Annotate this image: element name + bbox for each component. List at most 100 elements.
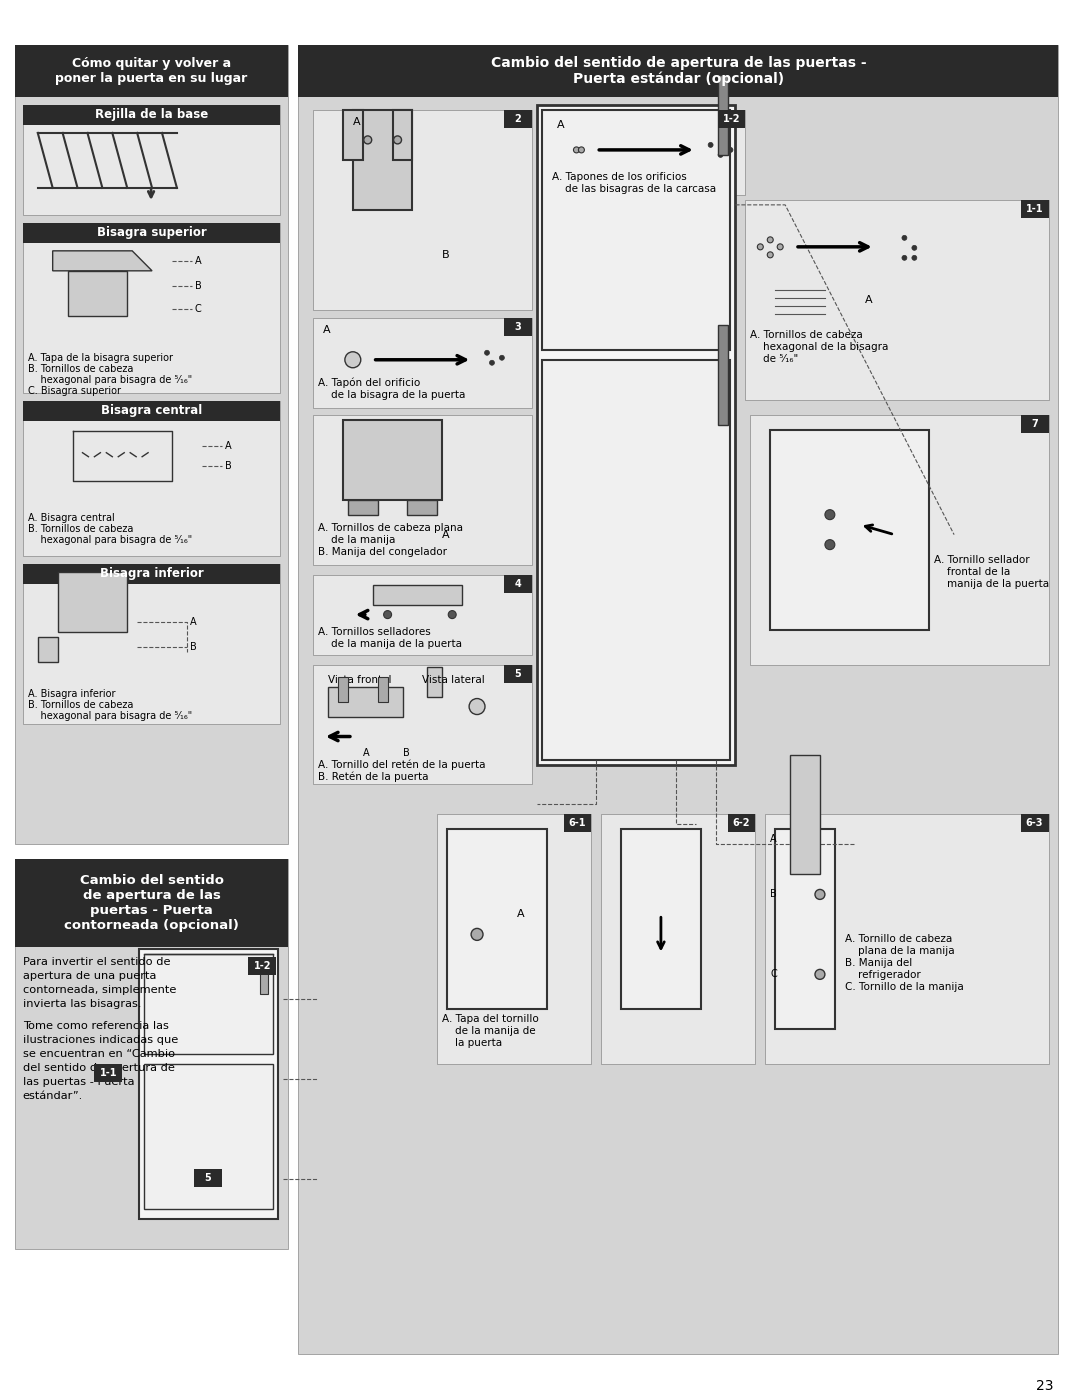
Bar — [770, 430, 929, 630]
Text: las puertas - Puerta: las puertas - Puerta — [23, 1077, 134, 1087]
Bar — [313, 574, 531, 655]
Text: C: C — [194, 303, 202, 314]
Bar — [791, 754, 820, 875]
Circle shape — [393, 136, 402, 144]
Bar — [298, 45, 1058, 96]
Text: hexagonal para bisagra de ⁵⁄₁₆": hexagonal para bisagra de ⁵⁄₁₆" — [28, 535, 192, 545]
Bar — [728, 814, 755, 833]
Text: Rejilla de la base: Rejilla de la base — [95, 109, 208, 122]
Text: 1-2: 1-2 — [254, 961, 271, 971]
Bar — [260, 964, 268, 995]
Bar — [313, 665, 531, 785]
Bar — [248, 957, 276, 975]
Text: C. Bisagra superior: C. Bisagra superior — [28, 386, 121, 395]
Text: A: A — [190, 616, 197, 627]
Text: A. Tornillo de cabeza: A. Tornillo de cabeza — [845, 935, 953, 944]
Bar — [23, 401, 281, 420]
Bar — [542, 110, 730, 349]
Bar — [717, 75, 728, 155]
Bar — [23, 401, 281, 556]
Circle shape — [767, 237, 773, 243]
Text: A: A — [865, 295, 873, 305]
Bar — [504, 665, 531, 683]
Bar — [348, 500, 378, 514]
Bar — [407, 500, 437, 514]
Bar — [298, 45, 1058, 1354]
Bar — [72, 271, 122, 300]
Bar — [68, 271, 127, 316]
Text: A: A — [510, 584, 517, 595]
Text: A. Tornillos selladores: A. Tornillos selladores — [318, 627, 431, 637]
Text: de la manija de: de la manija de — [443, 1027, 536, 1037]
Text: A. Bisagra inferior: A. Bisagra inferior — [28, 689, 116, 698]
Bar — [447, 830, 546, 1010]
Text: 1-2: 1-2 — [723, 115, 740, 124]
Text: A: A — [770, 834, 777, 844]
Text: B: B — [770, 890, 777, 900]
Text: A: A — [517, 909, 525, 919]
Bar — [57, 571, 127, 631]
Text: Bisagra inferior: Bisagra inferior — [99, 567, 203, 580]
Bar — [542, 360, 730, 760]
Text: se encuentran en “Cambio: se encuentran en “Cambio — [23, 1049, 175, 1059]
Bar — [546, 110, 745, 194]
Text: 6-2: 6-2 — [732, 819, 751, 828]
Text: contorneada, simplemente: contorneada, simplemente — [23, 985, 176, 995]
Text: B: B — [225, 461, 231, 471]
Text: estándar”.: estándar”. — [23, 1091, 83, 1101]
Text: A. Tapones de los orificios: A. Tapones de los orificios — [552, 172, 687, 182]
Text: A. Bisagra central: A. Bisagra central — [28, 513, 114, 522]
Text: Bisagra superior: Bisagra superior — [97, 226, 206, 239]
Bar — [717, 324, 728, 425]
Text: de la manija: de la manija — [318, 535, 395, 545]
Circle shape — [767, 251, 773, 258]
Bar — [537, 105, 735, 764]
Text: Tome como referencia las: Tome como referencia las — [23, 1021, 168, 1031]
Text: C. Tornillo de la manija: C. Tornillo de la manija — [845, 982, 963, 992]
Text: 3: 3 — [514, 321, 522, 331]
Bar — [504, 110, 531, 129]
Text: frontal de la: frontal de la — [934, 567, 1011, 577]
Bar — [342, 419, 443, 500]
Text: B: B — [190, 641, 197, 651]
Bar — [139, 950, 279, 1220]
Text: A: A — [443, 529, 450, 539]
Text: A: A — [363, 747, 369, 757]
Bar — [23, 224, 281, 243]
Bar — [373, 584, 462, 605]
Bar — [144, 1065, 273, 1210]
Bar — [342, 110, 363, 159]
Text: A. Tornillos de cabeza plana: A. Tornillos de cabeza plana — [318, 522, 463, 532]
Text: Cambio del sentido
de apertura de las
puertas - Puerta
contorneada (opcional): Cambio del sentido de apertura de las pu… — [64, 875, 239, 932]
Text: de ⁵⁄₁₆": de ⁵⁄₁₆" — [751, 353, 798, 363]
Text: B. Tornillos de cabeza: B. Tornillos de cabeza — [28, 524, 133, 534]
Text: refrigerador: refrigerador — [845, 971, 920, 981]
Polygon shape — [53, 251, 152, 271]
Circle shape — [579, 147, 584, 152]
Text: A. Tapa del tornillo: A. Tapa del tornillo — [443, 1014, 539, 1024]
Text: Vista lateral: Vista lateral — [422, 675, 485, 685]
Bar — [1021, 415, 1049, 433]
Circle shape — [499, 355, 504, 360]
Circle shape — [485, 351, 489, 355]
Bar — [504, 317, 531, 335]
Bar — [23, 563, 281, 584]
Bar — [775, 830, 835, 1030]
Text: 6-1: 6-1 — [569, 819, 586, 828]
Bar — [602, 814, 755, 1065]
Bar — [437, 814, 592, 1065]
Text: apertura de una puerta: apertura de una puerta — [23, 971, 157, 981]
Bar — [504, 574, 531, 592]
Text: ilustraciones indicadas que: ilustraciones indicadas que — [23, 1035, 178, 1045]
Circle shape — [383, 610, 392, 619]
Text: de la manija de la puerta: de la manija de la puerta — [318, 638, 462, 648]
Circle shape — [345, 352, 361, 367]
Text: 7: 7 — [1031, 419, 1038, 429]
Text: hexagonal de la bisagra: hexagonal de la bisagra — [751, 342, 889, 352]
Circle shape — [815, 970, 825, 979]
Text: de las bisagras de la carcasa: de las bisagras de la carcasa — [552, 184, 716, 194]
Circle shape — [912, 246, 917, 250]
Circle shape — [718, 152, 723, 158]
Bar — [392, 110, 413, 159]
Bar — [428, 666, 443, 697]
